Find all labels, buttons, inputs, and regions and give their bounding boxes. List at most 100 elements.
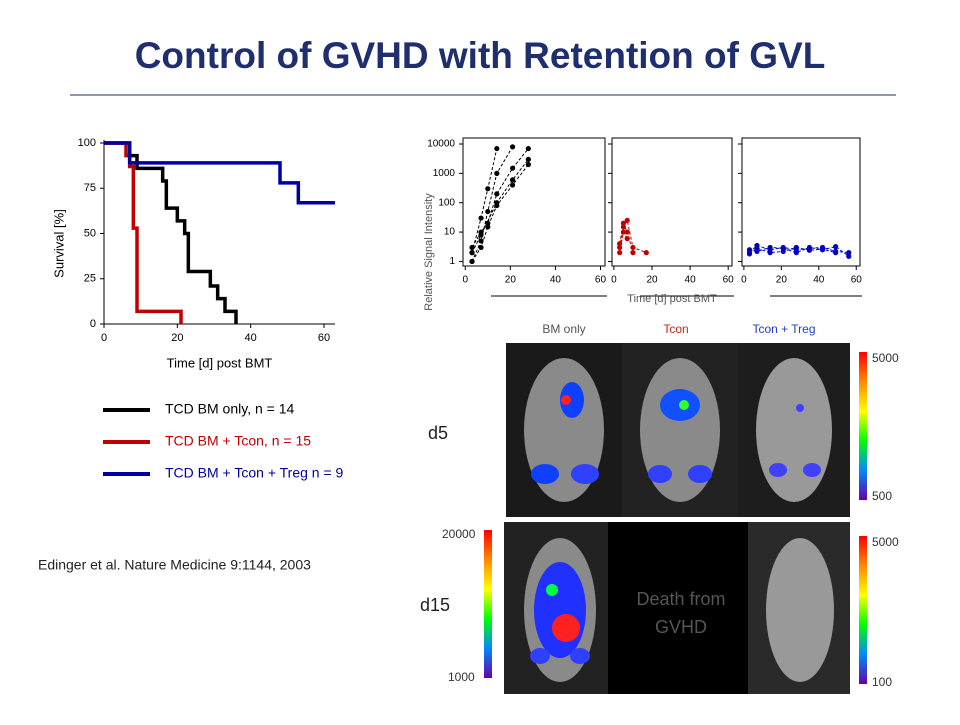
- data-point: [624, 217, 630, 224]
- color-bar: [484, 530, 492, 678]
- data-point: [469, 244, 475, 251]
- series-line: [104, 141, 335, 205]
- series-line: [619, 219, 647, 254]
- data-point: [617, 241, 623, 247]
- data-point: [494, 202, 500, 209]
- x-tick-label: 40: [550, 275, 562, 286]
- data-point: [509, 177, 516, 183]
- y-tick-label: 10000: [427, 139, 455, 150]
- data-point: [509, 165, 516, 171]
- y-tick-label: 100: [78, 137, 96, 149]
- mouse-images-d15: [504, 522, 850, 694]
- data-point: [767, 250, 773, 256]
- data-point: [833, 250, 839, 256]
- data-point: [509, 144, 516, 150]
- data-point: [793, 244, 799, 251]
- series-line: [749, 246, 850, 257]
- data-point: [469, 258, 475, 265]
- data-point: [494, 170, 500, 176]
- x-tick-label: 40: [813, 275, 825, 286]
- mouse-images-d5: [506, 343, 850, 517]
- citation: Edinger et al. Nature Medicine 9:1144, 2…: [38, 557, 311, 573]
- y-tick-label: 1000: [433, 168, 456, 179]
- scale-label: 1000: [448, 670, 475, 684]
- scale-label: 20000: [442, 527, 476, 541]
- data-point: [833, 244, 839, 250]
- data-point: [485, 208, 491, 215]
- series-line: [104, 141, 183, 324]
- data-point: [624, 229, 630, 235]
- data-point: [525, 161, 531, 168]
- y-tick-label: 0: [90, 318, 96, 330]
- x-tick-label: 40: [685, 275, 697, 286]
- column-label: Tcon: [663, 322, 688, 336]
- data-point: [793, 250, 799, 256]
- data-point: [780, 248, 786, 254]
- data-point: [494, 145, 500, 152]
- scale-label: 5000: [872, 351, 899, 365]
- row-label: d15: [420, 595, 450, 615]
- data-point: [525, 156, 531, 162]
- series-line: [104, 141, 238, 324]
- data-point: [846, 250, 852, 256]
- scale-clip: 20000 1000: [442, 527, 476, 684]
- legend-label: TCD BM + Tcon, n = 15: [165, 433, 311, 449]
- x-tick-label: 60: [595, 275, 607, 286]
- x-tick-label: 60: [851, 275, 863, 286]
- data-point: [746, 247, 753, 253]
- x-tick-label: 20: [646, 275, 658, 286]
- y-tick-label: 50: [84, 227, 96, 239]
- data-point: [617, 250, 623, 256]
- x-tick-label: 40: [245, 332, 257, 344]
- data-point: [525, 145, 531, 152]
- plot-frame: [462, 137, 606, 267]
- column-label: BM only: [542, 322, 585, 336]
- data-point: [846, 253, 852, 259]
- data-point: [494, 191, 500, 197]
- x-tick-label: 20: [776, 275, 788, 286]
- legend-label: TCD BM + Tcon + Treg n = 9: [165, 465, 344, 481]
- series-line: [471, 146, 514, 262]
- y-tick-label: 75: [84, 182, 96, 194]
- x-tick-label: 0: [462, 275, 468, 286]
- x-tick-label: 20: [171, 332, 183, 344]
- y-axis-label: Relative Signal Intensity: [423, 193, 435, 311]
- y-tick-label: 100: [438, 197, 455, 208]
- data-point: [469, 250, 475, 256]
- row-label: d5: [428, 423, 448, 443]
- data-point: [643, 250, 649, 256]
- x-tick-label: 0: [611, 275, 617, 286]
- scale-label: 100: [872, 675, 892, 689]
- y-axis-label: Survival [%]: [51, 209, 66, 278]
- data-point: [819, 246, 826, 252]
- data-point: [485, 186, 491, 192]
- x-tick-label: 60: [318, 332, 330, 344]
- y-tick-label: 10: [444, 227, 456, 238]
- data-point: [620, 220, 627, 226]
- color-bar: [859, 352, 867, 500]
- x-axis-label: Time [d] post BMT: [627, 293, 717, 305]
- x-tick-label: 0: [741, 275, 747, 286]
- x-tick-label: 60: [723, 275, 735, 286]
- data-point: [478, 244, 484, 251]
- x-tick-label: 20: [505, 275, 517, 286]
- series-line: [619, 221, 634, 253]
- plot-frame: [611, 137, 733, 267]
- legend-label: TCD BM only, n = 14: [165, 401, 295, 417]
- data-point: [806, 247, 813, 253]
- data-point: [630, 250, 636, 256]
- data-point: [478, 215, 484, 221]
- title: Control of GVHD with Retention of GVL: [135, 35, 826, 76]
- column-label: Tcon + Treg: [752, 322, 815, 336]
- color-bar: [859, 536, 867, 684]
- series-line: [471, 148, 498, 253]
- plot-frame: [741, 137, 861, 267]
- scale-label: 500: [872, 489, 892, 503]
- data-point: [620, 229, 627, 235]
- x-tick-label: 0: [101, 332, 107, 344]
- data-point: [767, 244, 773, 251]
- data-point: [509, 182, 516, 188]
- y-tick-label: 25: [84, 273, 96, 285]
